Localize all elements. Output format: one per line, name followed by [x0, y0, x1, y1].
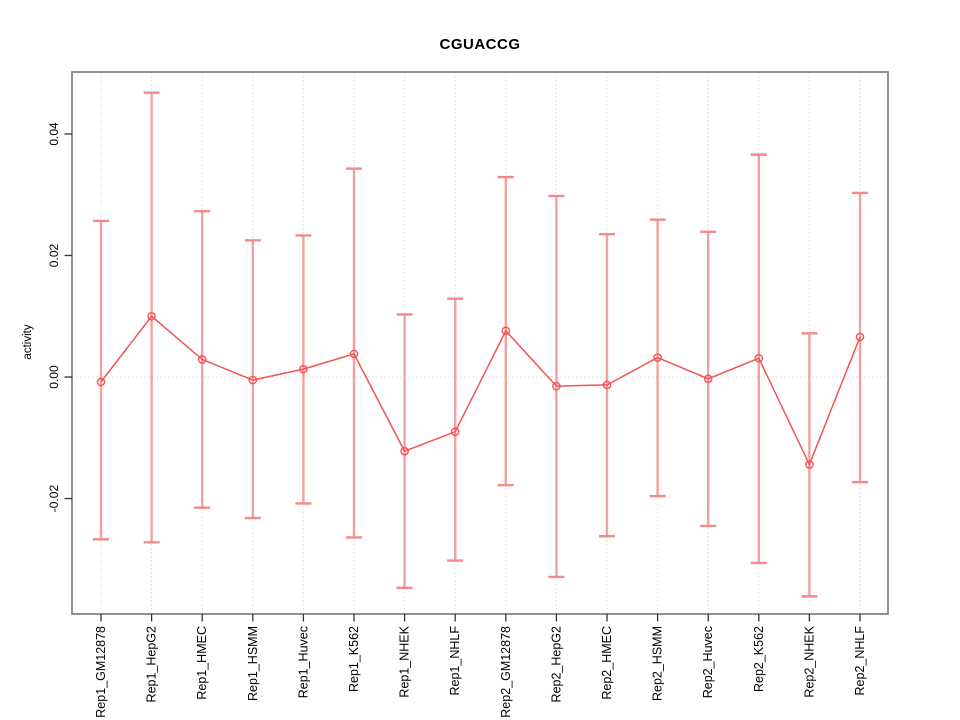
- y-tick-label: -0.02: [47, 485, 61, 513]
- y-tick-label: 0.02: [47, 244, 61, 268]
- y-tick-label: 0.00: [47, 365, 61, 389]
- data-point: [703, 374, 713, 384]
- x-tick-label: Rep1_HMEC: [195, 626, 209, 700]
- x-tick-label: Rep1_Huvec: [296, 626, 310, 698]
- data-point: [96, 377, 106, 387]
- x-tick-label: Rep2_NHLF: [853, 626, 867, 696]
- data-point: [349, 349, 359, 359]
- x-tick-label: Rep2_Huvec: [701, 626, 715, 698]
- data-point: [400, 446, 409, 456]
- x-tick-label: Rep2_K562: [752, 626, 766, 692]
- x-tick-label: Rep2_GM12878: [499, 626, 513, 718]
- plot-border: [71, 71, 889, 615]
- x-tick-label: Rep2_HSMM: [651, 626, 665, 701]
- data-point: [501, 326, 511, 336]
- x-tick-label: Rep1_NHLF: [448, 626, 462, 696]
- data-point: [147, 311, 156, 321]
- data-point: [855, 332, 865, 342]
- chart-title: CGUACCG: [439, 36, 521, 53]
- data-point: [754, 353, 764, 363]
- data-point: [248, 375, 258, 385]
- series-line: [100, 315, 861, 467]
- data-point: [602, 380, 612, 390]
- x-tick-label: Rep1_HepG2: [145, 626, 159, 702]
- data-point: [805, 460, 814, 469]
- x-tick-label: Rep2_HepG2: [549, 626, 563, 702]
- x-tick-label: Rep1_HSMM: [246, 626, 260, 701]
- data-point: [450, 427, 460, 437]
- x-tick-label: Rep2_NHEK: [802, 625, 816, 697]
- data-point: [197, 355, 207, 364]
- data-point: [299, 364, 308, 374]
- x-tick-label: Rep1_GM12878: [94, 626, 108, 718]
- data-point: [552, 381, 561, 391]
- x-tick-label: Rep1_K562: [347, 626, 361, 692]
- y-tick-label: 0.04: [47, 122, 61, 146]
- x-tick-label: Rep2_HMEC: [600, 626, 614, 700]
- x-tick-label: Rep1_NHEK: [398, 625, 412, 697]
- data-point: [653, 353, 662, 362]
